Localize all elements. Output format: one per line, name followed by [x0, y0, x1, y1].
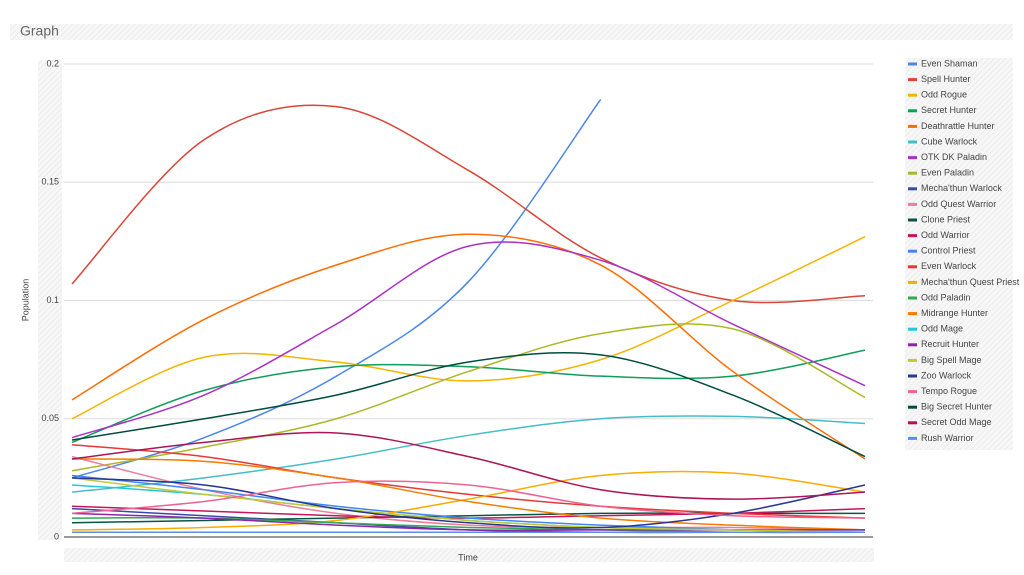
series-line	[71, 233, 866, 460]
legend-swatch	[908, 265, 917, 269]
legend-swatch	[908, 124, 917, 128]
legend-label: Odd Quest Warrior	[921, 199, 996, 209]
legend-swatch	[908, 421, 917, 425]
legend-swatch	[908, 78, 917, 82]
series-line	[71, 444, 866, 519]
legend-swatch	[908, 280, 917, 284]
legend-swatch	[908, 234, 917, 238]
legend-swatch	[908, 343, 917, 347]
legend-label: Big Secret Hunter	[921, 402, 992, 412]
series-line	[71, 415, 866, 493]
legend-label: Odd Paladin	[921, 292, 971, 302]
legend-swatch	[908, 436, 917, 440]
legend-label: Control Priest	[921, 246, 976, 256]
series-line	[71, 480, 866, 519]
legend-label: Rush Warrior	[921, 433, 974, 443]
legend-swatch	[908, 312, 917, 316]
left-band	[38, 60, 62, 540]
legend-label: Odd Warrior	[921, 230, 970, 240]
series-line	[71, 323, 866, 472]
legend-label: Mecha'thun Warlock	[921, 183, 1002, 193]
legend-label: Zoo Warlock	[921, 370, 972, 380]
legend-label: Even Paladin	[921, 168, 974, 178]
legend-swatch	[908, 374, 917, 378]
legend-label: Big Spell Mage	[921, 355, 982, 365]
legend-label: Odd Rogue	[921, 90, 967, 100]
x-axis-label: Time	[458, 552, 478, 562]
y-tick-label: 0	[54, 531, 59, 541]
legend-swatch	[908, 405, 917, 409]
legend-label: OTK DK Paladin	[921, 152, 987, 162]
legend-swatch	[908, 62, 917, 66]
plot-lines	[71, 99, 866, 534]
series-line	[71, 235, 866, 420]
legend-swatch	[908, 358, 917, 362]
legend-label: Even Warlock	[921, 261, 977, 271]
legend-band	[905, 58, 1013, 450]
legend-label: Tempo Rogue	[921, 386, 977, 396]
series-line	[71, 431, 866, 500]
legend-swatch	[908, 390, 917, 394]
legend-label: Even Shaman	[921, 58, 978, 68]
series-line	[71, 241, 866, 439]
series-line	[71, 470, 866, 531]
legend-label: Midrange Hunter	[921, 308, 988, 318]
legend-label: Secret Hunter	[921, 105, 977, 115]
legend-swatch	[908, 93, 917, 97]
legend-label: Clone Priest	[921, 214, 971, 224]
legend-label: Mecha'thun Quest Priest	[921, 277, 1020, 287]
legend-label: Secret Odd Mage	[921, 417, 992, 427]
header-band	[10, 24, 1013, 40]
legend-label: Recruit Hunter	[921, 339, 979, 349]
series-line	[71, 104, 866, 304]
bottom-band	[64, 548, 874, 562]
series-line	[71, 458, 866, 531]
legend-label: Deathrattle Hunter	[921, 121, 995, 131]
legend-swatch	[908, 171, 917, 175]
chart-title: Graph	[20, 23, 59, 39]
legend-swatch	[908, 249, 917, 253]
y-tick-label: 0.05	[41, 413, 59, 423]
legend-swatch	[908, 327, 917, 331]
y-tick-label: 0.15	[41, 177, 59, 187]
y-tick-label: 0.1	[46, 295, 59, 305]
legend-label: Cube Warlock	[921, 136, 978, 146]
legend-swatch	[908, 187, 917, 191]
legend-swatch	[908, 156, 917, 160]
legend-swatch	[908, 218, 917, 222]
legend-swatch	[908, 202, 917, 206]
legend-swatch	[908, 109, 917, 113]
series-line	[71, 477, 866, 534]
legend-swatch	[908, 140, 917, 144]
series-line	[71, 351, 866, 458]
y-axis-label: Population	[20, 279, 30, 322]
series-line	[71, 99, 602, 479]
series-line	[71, 349, 866, 444]
legend-label: Spell Hunter	[921, 74, 971, 84]
y-tick-label: 0.2	[46, 58, 59, 68]
legend-swatch	[908, 296, 917, 300]
legend-label: Odd Mage	[921, 324, 963, 334]
series-line	[71, 477, 866, 529]
